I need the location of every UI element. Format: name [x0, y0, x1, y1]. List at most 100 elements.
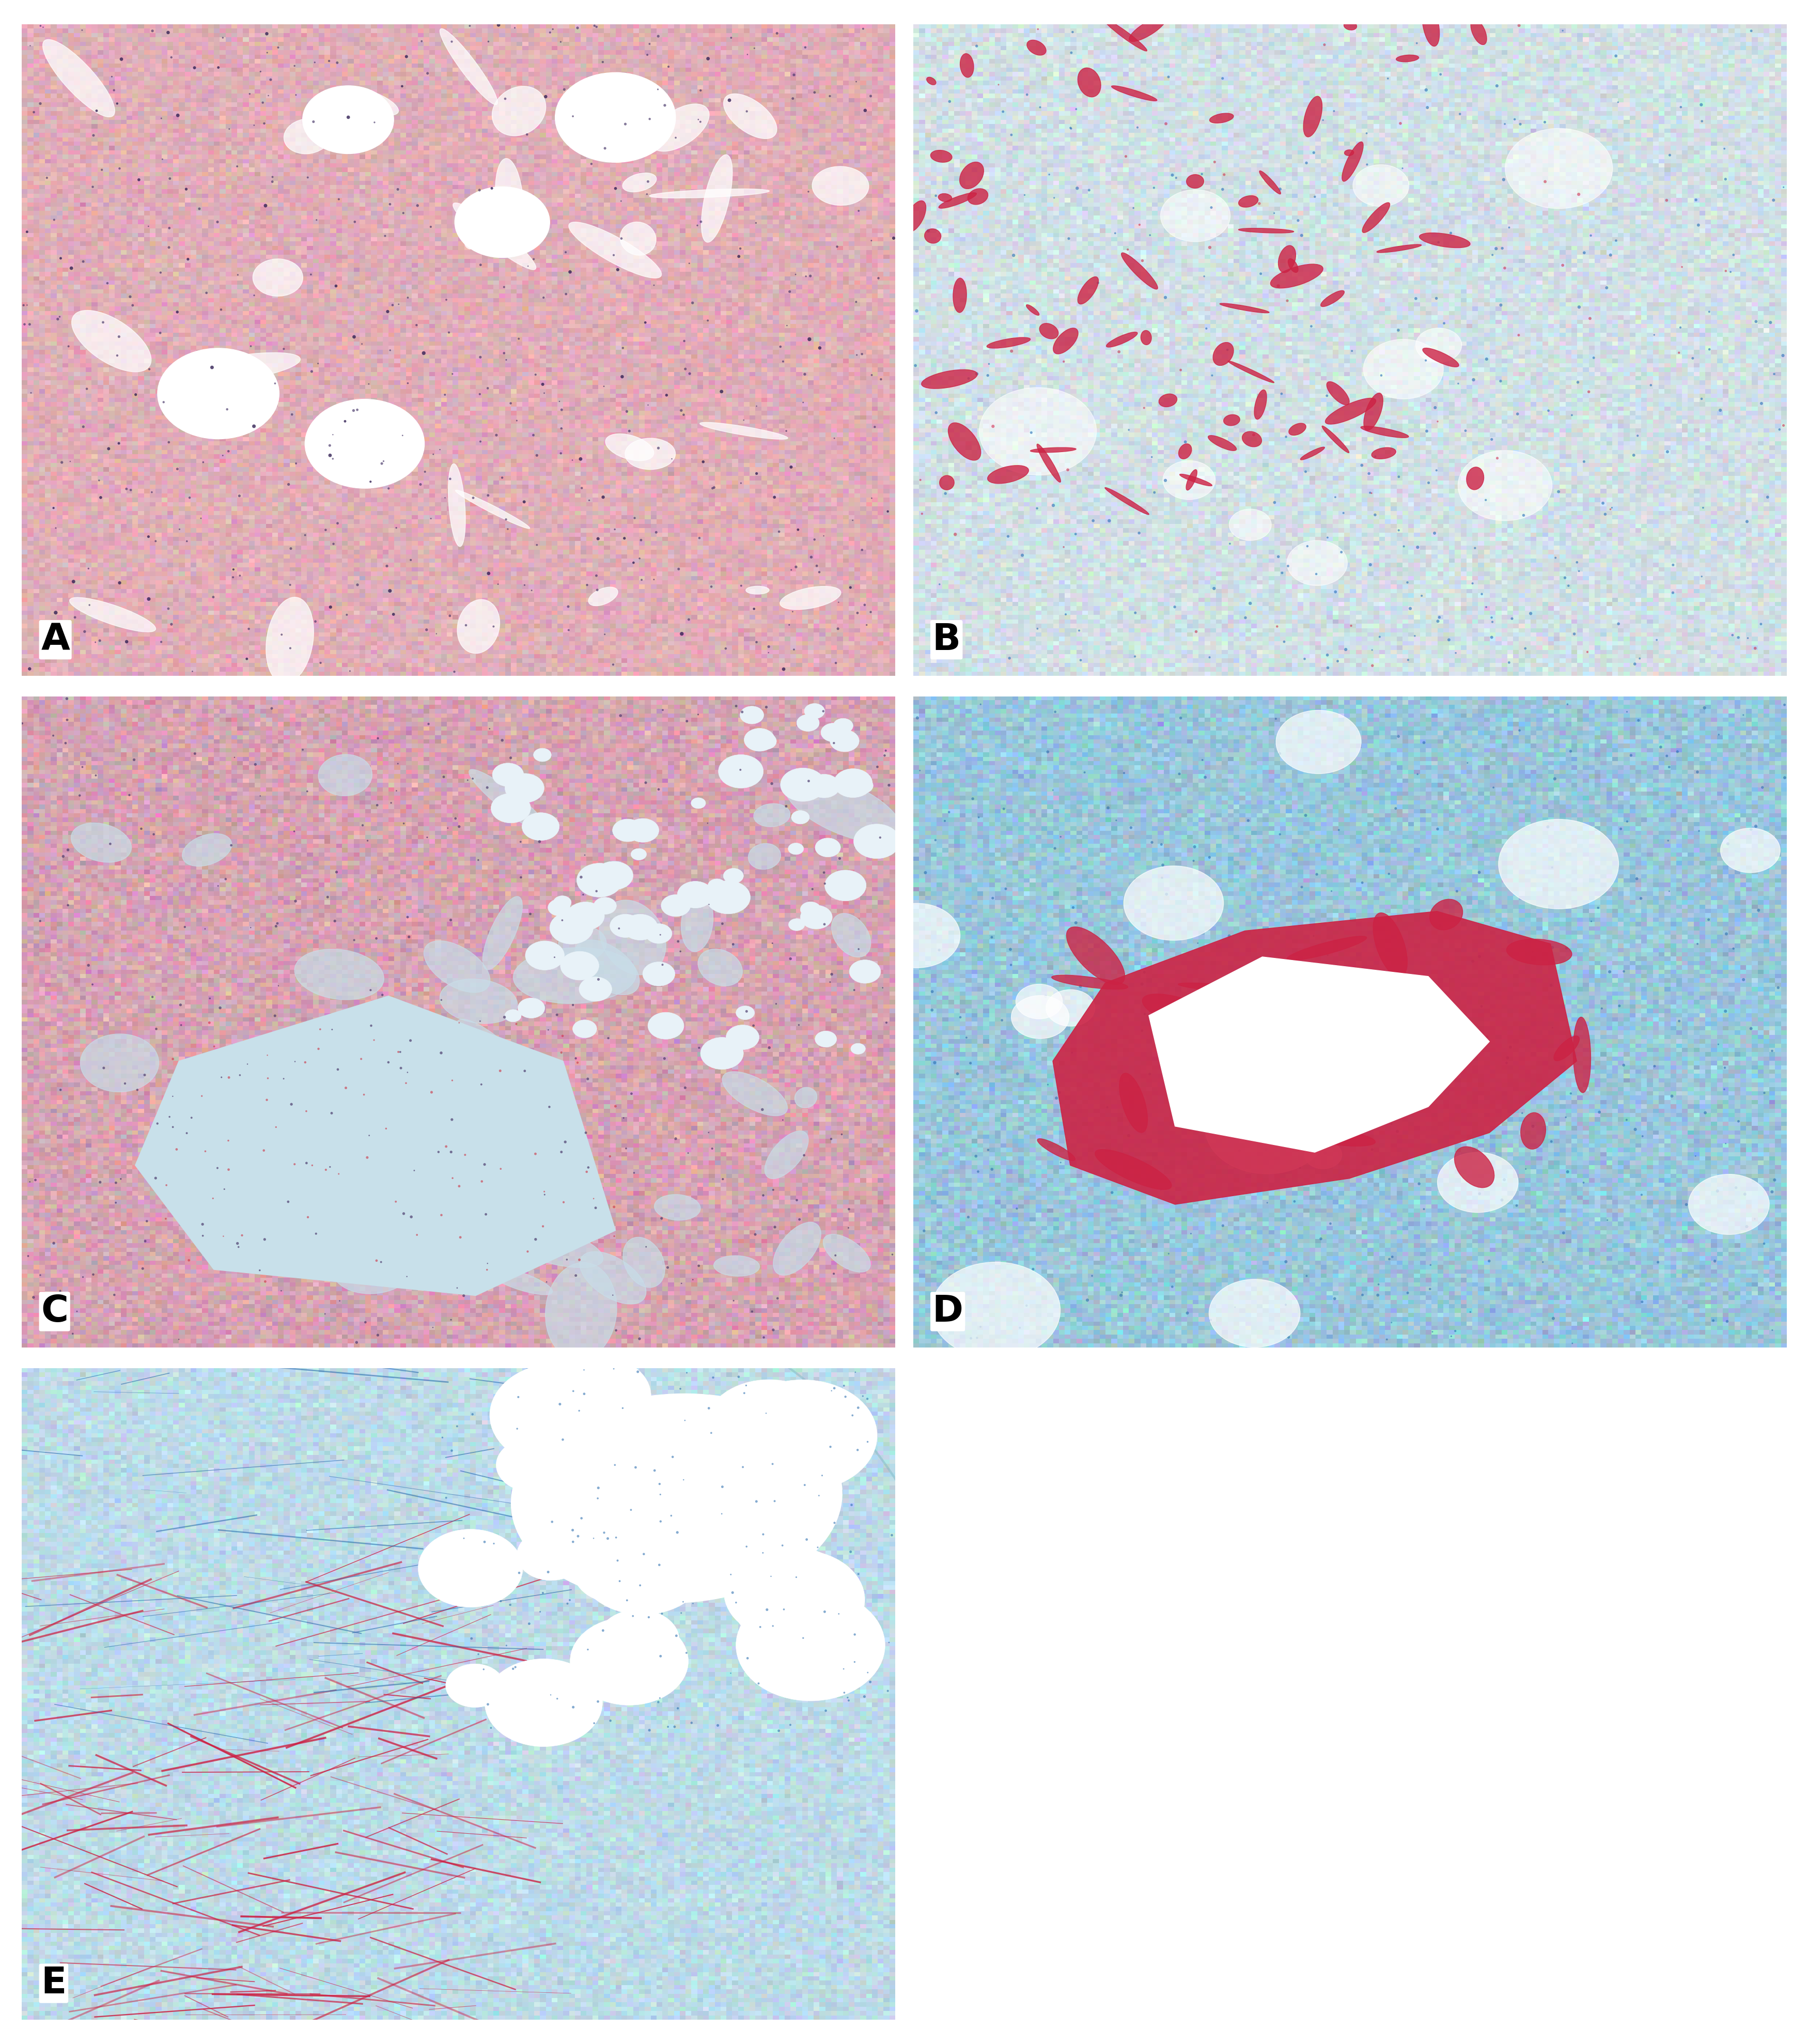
Point	[56, 446, 85, 478]
Point	[1137, 442, 1166, 474]
Point	[1741, 809, 1770, 842]
Point	[186, 503, 215, 536]
Point	[570, 838, 598, 871]
Point	[1378, 1241, 1407, 1273]
Point	[448, 1280, 477, 1312]
Point	[570, 879, 598, 912]
Point	[392, 1057, 421, 1089]
Point	[653, 1711, 682, 1744]
Point	[819, 421, 848, 454]
Ellipse shape	[284, 119, 331, 153]
Circle shape	[709, 879, 727, 893]
Point	[1313, 938, 1342, 971]
Circle shape	[456, 186, 550, 258]
Point	[615, 415, 644, 448]
Point	[416, 503, 445, 536]
Point	[551, 1126, 580, 1159]
Point	[1302, 558, 1331, 591]
Point	[132, 1204, 161, 1237]
Point	[1137, 826, 1166, 858]
Point	[1475, 1245, 1504, 1277]
Point	[779, 82, 808, 114]
Point	[492, 1629, 521, 1662]
Point	[1602, 39, 1631, 72]
Point	[43, 303, 72, 335]
Point	[459, 482, 488, 515]
Point	[1425, 227, 1454, 260]
Point	[1119, 192, 1148, 225]
Point	[521, 1136, 550, 1169]
Point	[477, 1711, 506, 1744]
Point	[830, 1652, 859, 1684]
Point	[1647, 730, 1676, 762]
Point	[1154, 61, 1182, 94]
Point	[1569, 446, 1598, 478]
Point	[602, 1521, 631, 1553]
Ellipse shape	[1327, 382, 1349, 405]
Circle shape	[492, 793, 532, 824]
Point	[1595, 955, 1624, 987]
Point	[418, 1310, 447, 1343]
Point	[1653, 740, 1681, 773]
Ellipse shape	[1078, 67, 1101, 96]
Point	[293, 161, 322, 194]
Point	[920, 1047, 949, 1079]
Point	[956, 1322, 985, 1355]
Point	[1208, 174, 1237, 206]
Ellipse shape	[747, 587, 768, 595]
Point	[1604, 607, 1633, 640]
Point	[631, 766, 660, 799]
Point	[188, 1220, 217, 1253]
Point	[503, 405, 532, 437]
Point	[1756, 307, 1784, 339]
Circle shape	[548, 899, 570, 916]
Point	[1358, 634, 1387, 666]
Point	[262, 910, 291, 942]
Point	[772, 309, 801, 341]
Ellipse shape	[1238, 229, 1295, 233]
Point	[1273, 284, 1302, 317]
Point	[824, 1598, 853, 1631]
Point	[830, 1676, 859, 1709]
Point	[344, 392, 372, 425]
Point	[559, 100, 588, 133]
Point	[47, 446, 76, 478]
Circle shape	[739, 705, 763, 724]
Point	[669, 1586, 698, 1619]
Point	[16, 376, 45, 409]
Point	[1557, 399, 1586, 431]
Point	[479, 611, 508, 644]
Point	[779, 59, 808, 92]
Point	[1378, 1108, 1407, 1141]
Point	[1199, 1079, 1228, 1112]
Point	[645, 1682, 674, 1715]
Point	[304, 347, 333, 380]
Point	[1654, 750, 1683, 783]
Ellipse shape	[1078, 276, 1099, 305]
Point	[833, 1682, 862, 1715]
Point	[1551, 562, 1580, 595]
Point	[1182, 615, 1211, 648]
Point	[98, 59, 127, 92]
Point	[78, 170, 107, 202]
Point	[85, 623, 114, 656]
Point	[560, 1042, 589, 1075]
Point	[1058, 16, 1087, 49]
Point	[732, 1369, 761, 1402]
Point	[1472, 591, 1501, 623]
Point	[356, 973, 385, 1006]
Point	[815, 1431, 844, 1464]
Point	[501, 12, 530, 45]
Point	[577, 147, 606, 180]
Point	[796, 323, 824, 356]
Point	[617, 1077, 645, 1110]
Point	[1472, 484, 1501, 517]
Point	[195, 981, 224, 1014]
Point	[651, 1042, 680, 1075]
Point	[1642, 623, 1671, 656]
Point	[190, 912, 219, 944]
Point	[906, 464, 935, 497]
Circle shape	[566, 901, 604, 930]
Circle shape	[705, 1380, 833, 1476]
Point	[696, 570, 725, 603]
